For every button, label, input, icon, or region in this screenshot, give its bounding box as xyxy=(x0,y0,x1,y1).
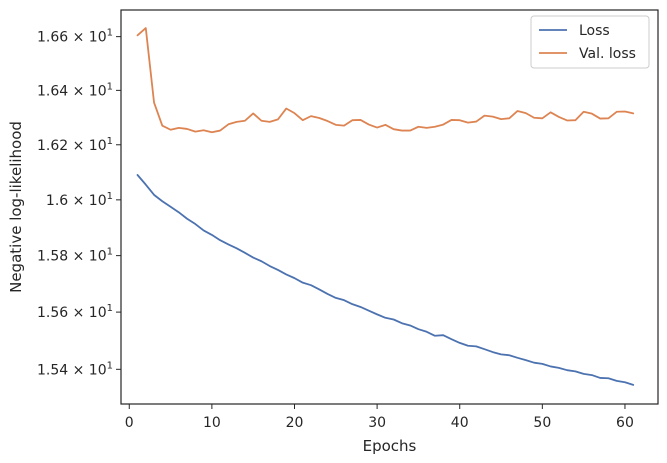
y-tick-mantissa: 1.66 xyxy=(37,30,68,46)
x-tick-label: 10 xyxy=(203,415,221,431)
y-tick-times-ten: × 10 xyxy=(68,83,106,99)
y-tick-label: 1.66 × 101 xyxy=(37,28,113,46)
series-line-val-loss xyxy=(136,27,635,134)
y-tick-mantissa: 1.54 xyxy=(37,362,68,378)
x-tick-label: 40 xyxy=(451,415,469,431)
plot-area xyxy=(136,27,635,386)
y-tick-mantissa: 1.58 xyxy=(37,249,68,265)
legend-box xyxy=(530,15,650,69)
x-tick-label: 50 xyxy=(533,415,551,431)
y-tick-exponent: 1 xyxy=(107,303,113,314)
legend-label-loss: Loss xyxy=(579,23,610,39)
legend-label-val-loss: Val. loss xyxy=(579,46,636,62)
y-tick-label: 1.56 × 101 xyxy=(37,303,113,321)
x-tick-label: 20 xyxy=(286,415,304,431)
series-line-loss xyxy=(136,174,635,386)
y-tick-exponent: 1 xyxy=(107,136,113,147)
y-tick-times-ten: × 10 xyxy=(68,362,106,378)
y-tick-exponent: 1 xyxy=(107,28,113,39)
x-tick-label: 0 xyxy=(125,415,134,431)
legend: Loss Val. loss xyxy=(530,15,650,69)
x-axis-label: Epochs xyxy=(363,437,417,455)
plot-frame xyxy=(120,9,659,405)
y-tick-label: 1.54 × 101 xyxy=(37,360,113,378)
y-tick-label: 1.58 × 101 xyxy=(37,247,113,265)
y-tick-exponent: 1 xyxy=(107,191,113,202)
y-tick-exponent: 1 xyxy=(107,247,113,258)
x-tick-label: 30 xyxy=(368,415,386,431)
y-tick-mantissa: 1.62 xyxy=(37,138,68,154)
y-tick-label: 1.62 × 101 xyxy=(37,136,113,154)
y-tick-exponent: 1 xyxy=(107,81,113,92)
y-tick-times-ten: × 10 xyxy=(68,193,106,209)
y-tick-mantissa: 1.56 xyxy=(37,305,68,321)
y-tick-mantissa: 1.64 xyxy=(37,83,68,99)
y-tick-mantissa: 1.6 xyxy=(46,193,68,209)
y-tick-times-ten: × 10 xyxy=(68,249,106,265)
y-tick-label: 1.6 × 101 xyxy=(46,191,113,209)
y-axis-label: Negative log-likelihood xyxy=(7,121,25,293)
y-tick-times-ten: × 10 xyxy=(68,138,106,154)
y-tick-label: 1.64 × 101 xyxy=(37,81,113,99)
x-tick-label: 60 xyxy=(616,415,634,431)
y-tick-times-ten: × 10 xyxy=(68,305,106,321)
y-tick-exponent: 1 xyxy=(107,360,113,371)
y-tick-times-ten: × 10 xyxy=(68,30,106,46)
